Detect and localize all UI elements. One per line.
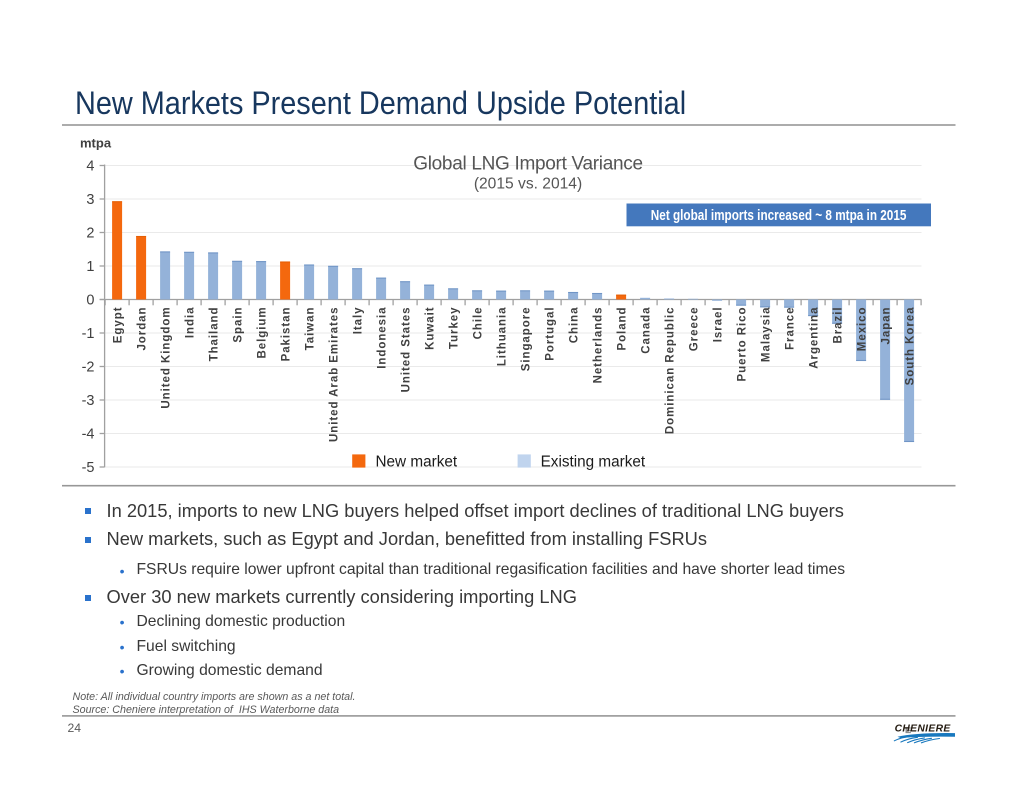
svg-text:France: France bbox=[784, 307, 796, 350]
svg-text:United Arab Emirates: United Arab Emirates bbox=[328, 307, 340, 443]
svg-text:-5: -5 bbox=[82, 460, 95, 476]
svg-text:Taiwan: Taiwan bbox=[304, 307, 316, 351]
svg-text:Netherlands: Netherlands bbox=[592, 307, 604, 384]
svg-text:China: China bbox=[568, 307, 580, 344]
svg-text:Canada: Canada bbox=[640, 307, 652, 354]
svg-text:Turkey: Turkey bbox=[448, 307, 460, 350]
svg-text:Net global imports increased ~: Net global imports increased ~ 8 mtpa in… bbox=[651, 208, 907, 224]
svg-text:-3: -3 bbox=[82, 393, 95, 409]
svg-text:Existing market: Existing market bbox=[541, 454, 646, 471]
svg-text:Poland: Poland bbox=[616, 307, 628, 351]
svg-text:Kuwait: Kuwait bbox=[424, 307, 436, 350]
svg-text:Italy: Italy bbox=[352, 307, 364, 335]
svg-text:Malaysia: Malaysia bbox=[760, 307, 772, 363]
svg-text:Spain: Spain bbox=[232, 307, 244, 343]
svg-text:mtpa: mtpa bbox=[80, 136, 112, 151]
svg-text:Mexico: Mexico bbox=[856, 307, 868, 352]
svg-text:Jordan: Jordan bbox=[136, 307, 148, 351]
svg-text:Egypt: Egypt bbox=[112, 307, 124, 344]
svg-text:0: 0 bbox=[86, 293, 94, 309]
svg-text:CHENIERE: CHENIERE bbox=[895, 723, 952, 734]
svg-text:India: India bbox=[184, 307, 196, 339]
svg-text:Greece: Greece bbox=[688, 307, 700, 352]
svg-text:Indonesia: Indonesia bbox=[376, 307, 388, 369]
svg-text:-2: -2 bbox=[82, 360, 95, 376]
svg-text:(2015 vs. 2014): (2015 vs. 2014) bbox=[474, 175, 582, 192]
svg-text:Japan: Japan bbox=[880, 307, 892, 345]
svg-text:-4: -4 bbox=[82, 427, 95, 443]
svg-text:Dominican Republic: Dominican Republic bbox=[664, 307, 676, 435]
svg-text:Singapore: Singapore bbox=[520, 307, 532, 372]
svg-text:Brazil: Brazil bbox=[832, 307, 844, 344]
svg-text:Pakistan: Pakistan bbox=[280, 307, 292, 362]
svg-text:Chile: Chile bbox=[472, 307, 484, 340]
svg-text:4: 4 bbox=[86, 159, 94, 175]
svg-text:Belgium: Belgium bbox=[256, 307, 268, 359]
svg-text:Lithuania: Lithuania bbox=[496, 307, 508, 367]
svg-text:Thailand: Thailand bbox=[208, 307, 220, 362]
svg-text:South Korea: South Korea bbox=[904, 307, 916, 386]
svg-text:Portugal: Portugal bbox=[544, 307, 556, 361]
svg-text:United States: United States bbox=[400, 307, 412, 393]
svg-text:2: 2 bbox=[86, 226, 94, 242]
svg-text:Argentina: Argentina bbox=[808, 307, 820, 369]
svg-text:New market: New market bbox=[376, 454, 458, 471]
svg-text:Israel: Israel bbox=[712, 307, 724, 343]
svg-text:-1: -1 bbox=[82, 326, 95, 342]
svg-text:3: 3 bbox=[86, 192, 94, 208]
svg-text:Puerto Rico: Puerto Rico bbox=[736, 307, 748, 382]
svg-text:1: 1 bbox=[86, 259, 94, 275]
svg-text:United Kingdom: United Kingdom bbox=[160, 307, 172, 409]
svg-text:Global LNG Import Variance: Global LNG Import Variance bbox=[413, 153, 642, 174]
